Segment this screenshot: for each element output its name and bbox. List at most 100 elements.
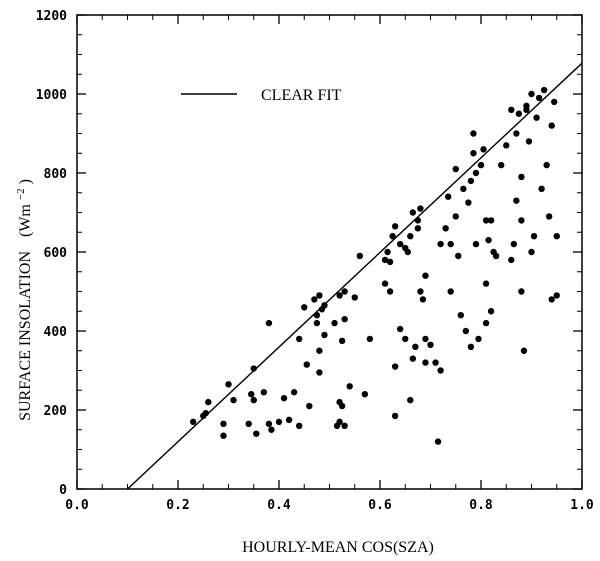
data-point: [268, 426, 275, 433]
data-point: [220, 432, 227, 439]
clear-fit-line: [127, 62, 583, 490]
data-point: [528, 90, 535, 98]
data-point: [523, 102, 530, 110]
x-tick-label: 0.6: [368, 498, 392, 513]
data-point: [290, 389, 298, 396]
y-axis-unit-close: ): [17, 179, 34, 184]
data-point: [528, 248, 535, 256]
data-point: [250, 365, 257, 372]
data-point: [553, 233, 560, 240]
data-point: [338, 402, 346, 410]
data-point: [467, 343, 475, 350]
data-point: [518, 173, 525, 181]
y-tick-label: 1200: [36, 9, 67, 24]
data-point: [540, 86, 548, 94]
data-point: [508, 256, 515, 264]
data-point: [296, 422, 303, 429]
data-point: [548, 122, 555, 129]
x-tick-label: 0.4: [267, 498, 291, 513]
data-point: [389, 233, 396, 240]
data-point: [386, 258, 394, 266]
data-point: [462, 327, 470, 335]
data-point: [391, 363, 399, 370]
data-point: [510, 240, 518, 248]
data-point: [341, 422, 348, 429]
data-point: [225, 381, 232, 388]
data-point: [189, 418, 197, 426]
data-point: [346, 383, 353, 390]
data-point: [530, 233, 538, 240]
data-point: [470, 150, 477, 157]
data-point: [285, 416, 293, 424]
data-point: [465, 199, 472, 206]
data-point: [422, 335, 429, 343]
data-point: [245, 420, 252, 428]
data-point: [230, 396, 237, 404]
data-point: [427, 341, 434, 349]
data-point: [525, 138, 533, 145]
data-point: [341, 288, 348, 295]
data-point: [414, 225, 422, 232]
data-point: [437, 240, 444, 248]
data-point: [535, 94, 543, 102]
data-point: [472, 169, 480, 177]
y-axis-unit-exponent: −2: [15, 188, 27, 200]
data-point: [477, 161, 485, 169]
data-point: [533, 114, 540, 121]
y-tick-label: 600: [44, 246, 68, 261]
data-point: [303, 361, 310, 368]
legend-label: CLEAR FIT: [261, 87, 342, 104]
data-point: [331, 319, 338, 327]
plot-area: 0.0 0.2 0.4 0.6 0.8 1.0 0 200 400 600 800 1000 1200 C…: [36, 9, 594, 513]
data-point: [472, 240, 480, 248]
data-point: [452, 213, 459, 220]
data-point: [482, 217, 490, 224]
data-point: [407, 233, 414, 240]
y-axis-title: SURFACE INSOLATION (Wm −2 ): [15, 179, 34, 421]
x-tick-label: 0.0: [65, 498, 89, 513]
y-axis-title-text: SURFACE INSOLATION: [17, 251, 34, 421]
data-point: [545, 213, 553, 220]
data-point: [336, 418, 343, 426]
data-point: [551, 98, 558, 106]
data-point: [253, 430, 260, 437]
data-point: [485, 236, 492, 244]
data-point: [508, 106, 515, 114]
data-point: [515, 110, 523, 117]
data-point: [316, 292, 323, 299]
data-point: [404, 248, 411, 256]
data-point: [313, 319, 321, 327]
x-tick-label: 0.8: [469, 498, 493, 513]
data-point: [437, 367, 444, 374]
data-point: [538, 185, 545, 192]
data-point: [313, 312, 321, 319]
data-point: [248, 391, 255, 398]
data-point: [220, 420, 227, 428]
data-point: [306, 402, 313, 410]
data-point: [432, 359, 439, 366]
data-point: [296, 335, 303, 343]
data-point: [361, 391, 369, 398]
y-tick-label: 0: [59, 483, 67, 498]
data-point: [487, 217, 495, 224]
data-point: [391, 412, 399, 420]
data-point: [280, 394, 288, 402]
y-axis-unit: (Wm: [17, 204, 34, 237]
data-point: [467, 177, 475, 185]
data-point: [520, 347, 528, 354]
data-point: [447, 288, 454, 295]
data-point: [202, 409, 209, 417]
data-point: [356, 252, 363, 260]
data-point: [543, 161, 550, 169]
data-point: [275, 418, 283, 426]
data-point: [366, 335, 374, 343]
data-point: [482, 319, 490, 327]
data-point: [455, 252, 462, 260]
data-point: [407, 396, 414, 404]
y-tick-label: 1000: [36, 88, 67, 103]
data-point: [205, 398, 212, 406]
data-point: [336, 292, 343, 299]
data-point: [409, 355, 417, 362]
data-point: [492, 252, 500, 260]
